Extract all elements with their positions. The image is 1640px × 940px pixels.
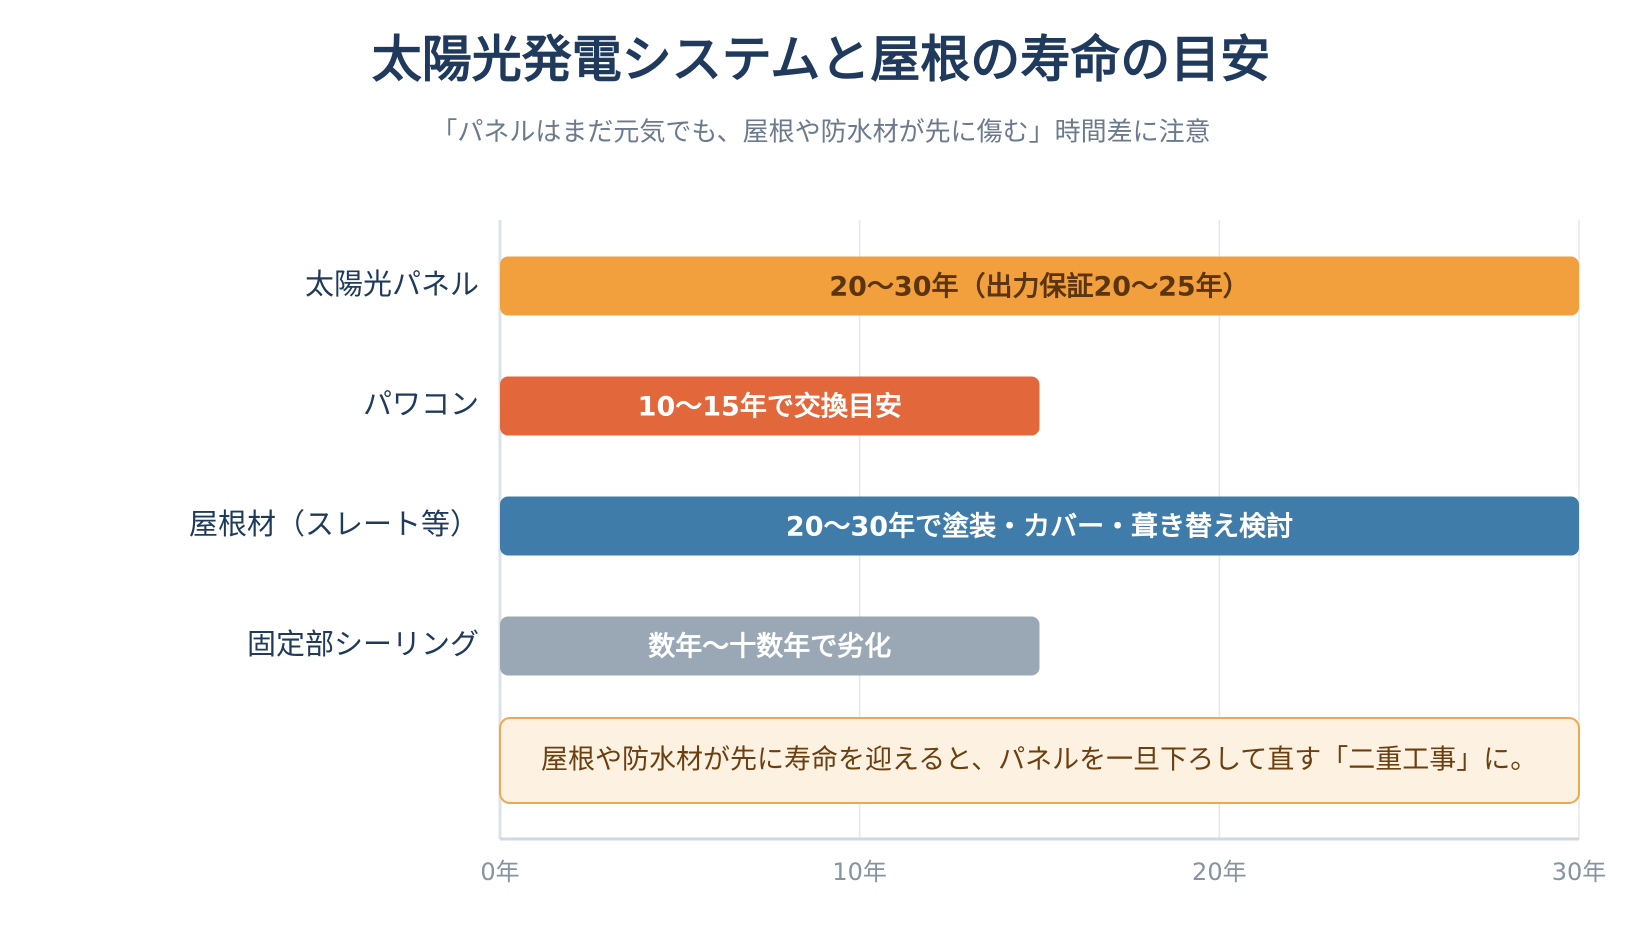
bar (500, 256, 1579, 316)
y-tick-label: 太陽光パネル (305, 267, 479, 301)
bar (500, 376, 1040, 436)
y-tick-label: 固定部シーリング (247, 627, 479, 661)
chart-subtitle: 「パネルはまだ元気でも、屋根や防水材が先に傷む」時間差に注意 (431, 118, 1210, 148)
x-tick-label: 0年 (480, 858, 519, 886)
bar (500, 496, 1579, 556)
x-tick-label: 30年 (1552, 858, 1607, 886)
bar-label: 数年〜十数年で劣化 (648, 631, 891, 663)
note-text: 屋根や防水材が先に寿命を迎えると、パネルを一旦下ろして直す「二重工事」に。 (541, 745, 1537, 776)
note-box (499, 717, 1580, 804)
y-tick-label: 屋根材（スレート等） (189, 507, 479, 541)
bar-label: 20〜30年（出力保証20〜25年） (829, 271, 1249, 303)
y-tick-label: パワコン (363, 387, 479, 421)
bar (500, 616, 1040, 676)
bar-label: 20〜30年で塗装・カバー・葺き替え検討 (786, 511, 1293, 543)
chart-title: 太陽光発電システムと屋根の寿命の目安 (372, 31, 1271, 89)
bar-label: 10〜15年で交換目安 (638, 391, 902, 423)
x-tick-label: 20年 (1192, 858, 1247, 886)
x-tick-label: 10年 (832, 858, 887, 886)
